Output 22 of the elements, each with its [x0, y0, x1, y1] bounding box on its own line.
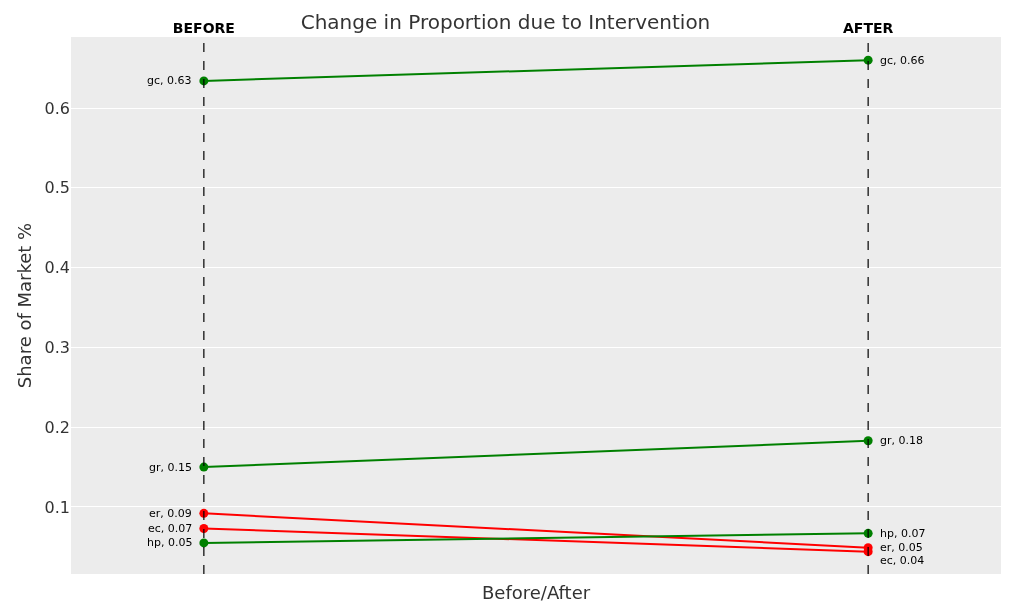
- y-tick-label: 0.6: [44, 98, 70, 118]
- data-label: hp, 0.07: [880, 527, 926, 540]
- y-tick-label: 0.4: [44, 258, 70, 278]
- y-tick-label: 0.1: [44, 497, 70, 517]
- y-tick-label: 0.2: [44, 417, 70, 437]
- chart-title: Change in Proportion due to Intervention: [300, 10, 711, 34]
- data-label: gc, 0.63: [147, 74, 192, 87]
- data-label: gr, 0.18: [880, 434, 923, 447]
- data-label: gc, 0.66: [880, 54, 925, 67]
- point: [199, 538, 209, 548]
- y-axis-title: Share of Market %: [13, 222, 35, 389]
- data-label: er, 0.09: [149, 507, 192, 520]
- x-tick-label: BEFORE: [172, 20, 235, 37]
- y-tick-label: 0.5: [44, 178, 70, 198]
- x-tick-label: AFTER: [842, 20, 894, 37]
- data-label: gr, 0.15: [149, 461, 192, 474]
- y-tick-label: 0.3: [44, 337, 70, 357]
- data-label: ec, 0.07: [148, 522, 193, 535]
- data-label: er, 0.05: [880, 541, 923, 554]
- data-label: hp, 0.05: [147, 536, 193, 549]
- data-label: ec, 0.04: [880, 554, 925, 567]
- x-axis-title: Before/After: [482, 582, 591, 603]
